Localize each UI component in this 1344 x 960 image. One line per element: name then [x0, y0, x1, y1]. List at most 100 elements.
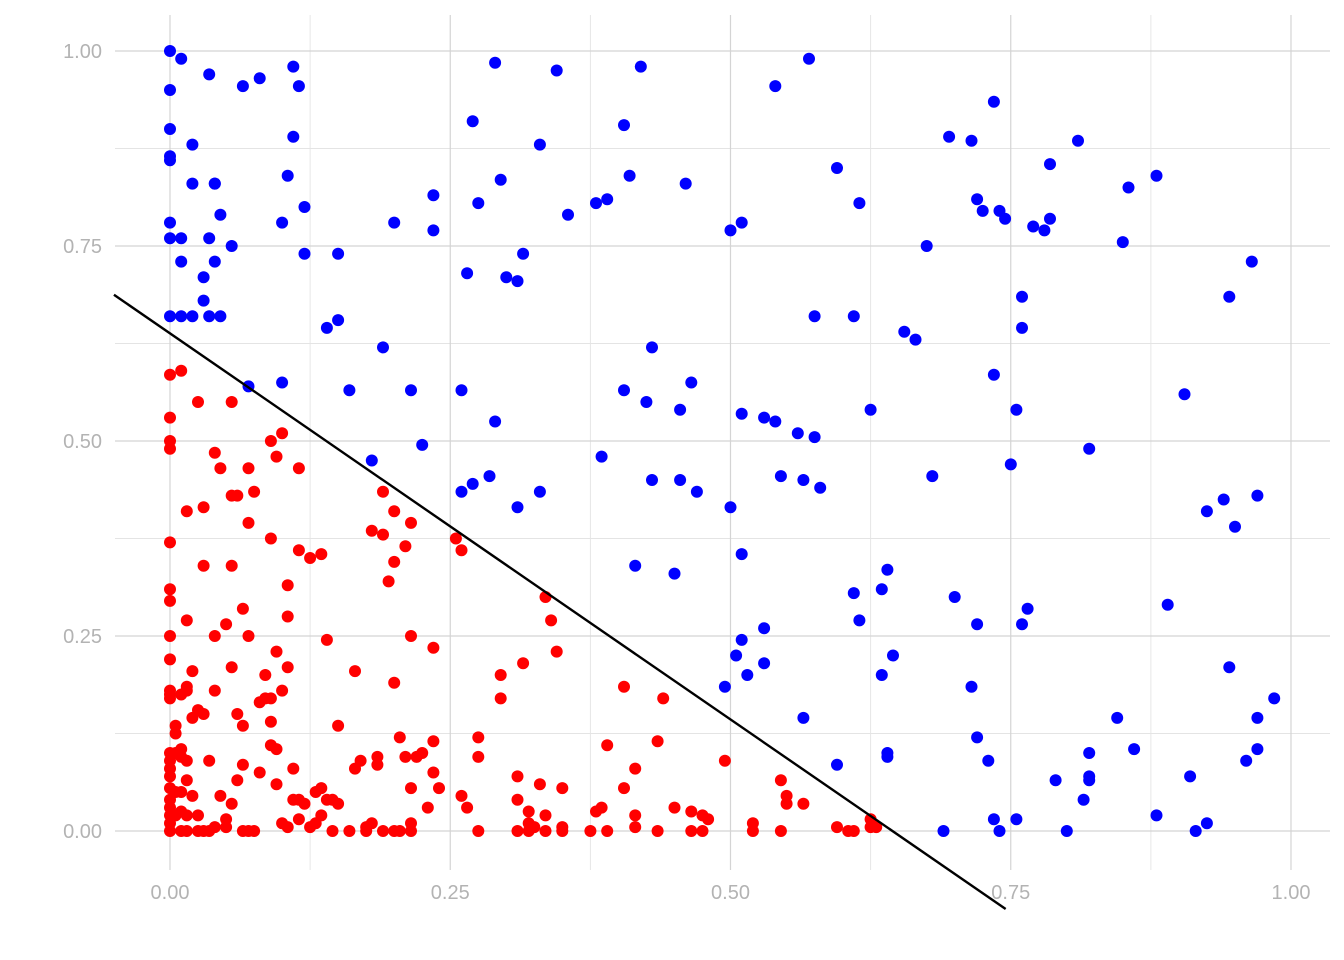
blue-point [208, 255, 221, 268]
red-point [651, 825, 664, 837]
blue-point [847, 310, 860, 323]
blue-point [298, 201, 311, 213]
blue-point [1122, 181, 1135, 194]
blue-point [724, 501, 737, 514]
blue-point [1178, 388, 1191, 401]
blue-point [808, 431, 821, 444]
blue-point [1083, 747, 1096, 759]
blue-point [1060, 825, 1073, 837]
blue-point [197, 294, 210, 307]
red-point [197, 501, 210, 514]
blue-point [1150, 169, 1163, 182]
blue-point [646, 341, 658, 354]
blue-point [1077, 793, 1090, 806]
red-point [276, 427, 289, 440]
red-point [399, 750, 412, 763]
red-point [192, 396, 204, 408]
red-point [164, 442, 176, 455]
blue-point [427, 189, 440, 202]
blue-point [405, 384, 417, 397]
red-point [584, 825, 597, 837]
blue-point [203, 68, 216, 81]
red-point [164, 411, 176, 424]
blue-point [186, 138, 199, 151]
red-point [208, 630, 221, 642]
blue-point [203, 310, 216, 323]
red-point [164, 594, 176, 607]
blue-point [758, 411, 771, 424]
blue-point [236, 80, 249, 93]
blue-point [971, 618, 984, 631]
blue-point [332, 314, 345, 327]
blue-point [343, 384, 356, 397]
blue-point [287, 60, 300, 73]
blue-point [999, 212, 1012, 225]
blue-point [668, 567, 681, 580]
red-point [405, 825, 417, 837]
red-point [264, 715, 277, 728]
blue-point [808, 310, 821, 323]
blue-point [993, 825, 1006, 837]
x-tick-label: 1.00 [1272, 882, 1311, 904]
red-point [270, 645, 283, 658]
red-point [164, 770, 176, 783]
blue-point [1049, 774, 1062, 787]
blue-point [511, 275, 524, 288]
red-point [371, 758, 384, 771]
blue-point [1027, 220, 1040, 233]
blue-point [416, 438, 429, 451]
blue-point [164, 123, 176, 135]
blue-point [814, 481, 827, 494]
blue-point [735, 548, 748, 561]
x-tick-label: 0.50 [711, 882, 750, 904]
red-point [377, 485, 389, 498]
red-point [264, 435, 277, 447]
blue-point [847, 587, 860, 600]
red-point [248, 825, 261, 837]
blue-point [1251, 711, 1264, 724]
red-point [870, 821, 883, 834]
red-point [718, 754, 731, 767]
blue-point [281, 169, 294, 182]
blue-point [225, 240, 238, 252]
red-point [343, 825, 356, 837]
red-point [494, 692, 507, 705]
blue-point [276, 216, 289, 229]
blue-point [1240, 754, 1253, 767]
blue-point [1200, 817, 1213, 830]
blue-point [489, 415, 502, 428]
red-point [533, 778, 546, 791]
red-point [595, 801, 608, 814]
blue-point [590, 197, 602, 210]
red-point [253, 766, 266, 779]
blue-point [937, 825, 950, 837]
blue-point [186, 310, 199, 323]
blue-point [253, 72, 266, 85]
blue-point [365, 454, 378, 467]
blue-point [971, 731, 984, 744]
red-point [231, 489, 244, 502]
blue-point [735, 216, 748, 229]
red-point [164, 653, 176, 666]
blue-point [1083, 770, 1096, 783]
blue-point [1044, 212, 1056, 225]
red-point [472, 731, 485, 744]
blue-point [982, 754, 995, 767]
blue-point [774, 470, 787, 483]
blue-point [466, 477, 479, 490]
blue-point [550, 64, 563, 77]
red-point [657, 692, 670, 705]
red-point [180, 825, 193, 837]
red-point [287, 762, 300, 775]
red-point [281, 821, 294, 834]
red-point [248, 485, 261, 498]
blue-point [214, 208, 227, 221]
blue-point [461, 267, 474, 280]
red-point [618, 680, 630, 693]
blue-point [1016, 290, 1028, 303]
red-point [517, 657, 530, 670]
red-point [220, 618, 233, 631]
blue-point [724, 224, 737, 237]
blue-point [1184, 770, 1197, 783]
blue-point [276, 376, 289, 389]
